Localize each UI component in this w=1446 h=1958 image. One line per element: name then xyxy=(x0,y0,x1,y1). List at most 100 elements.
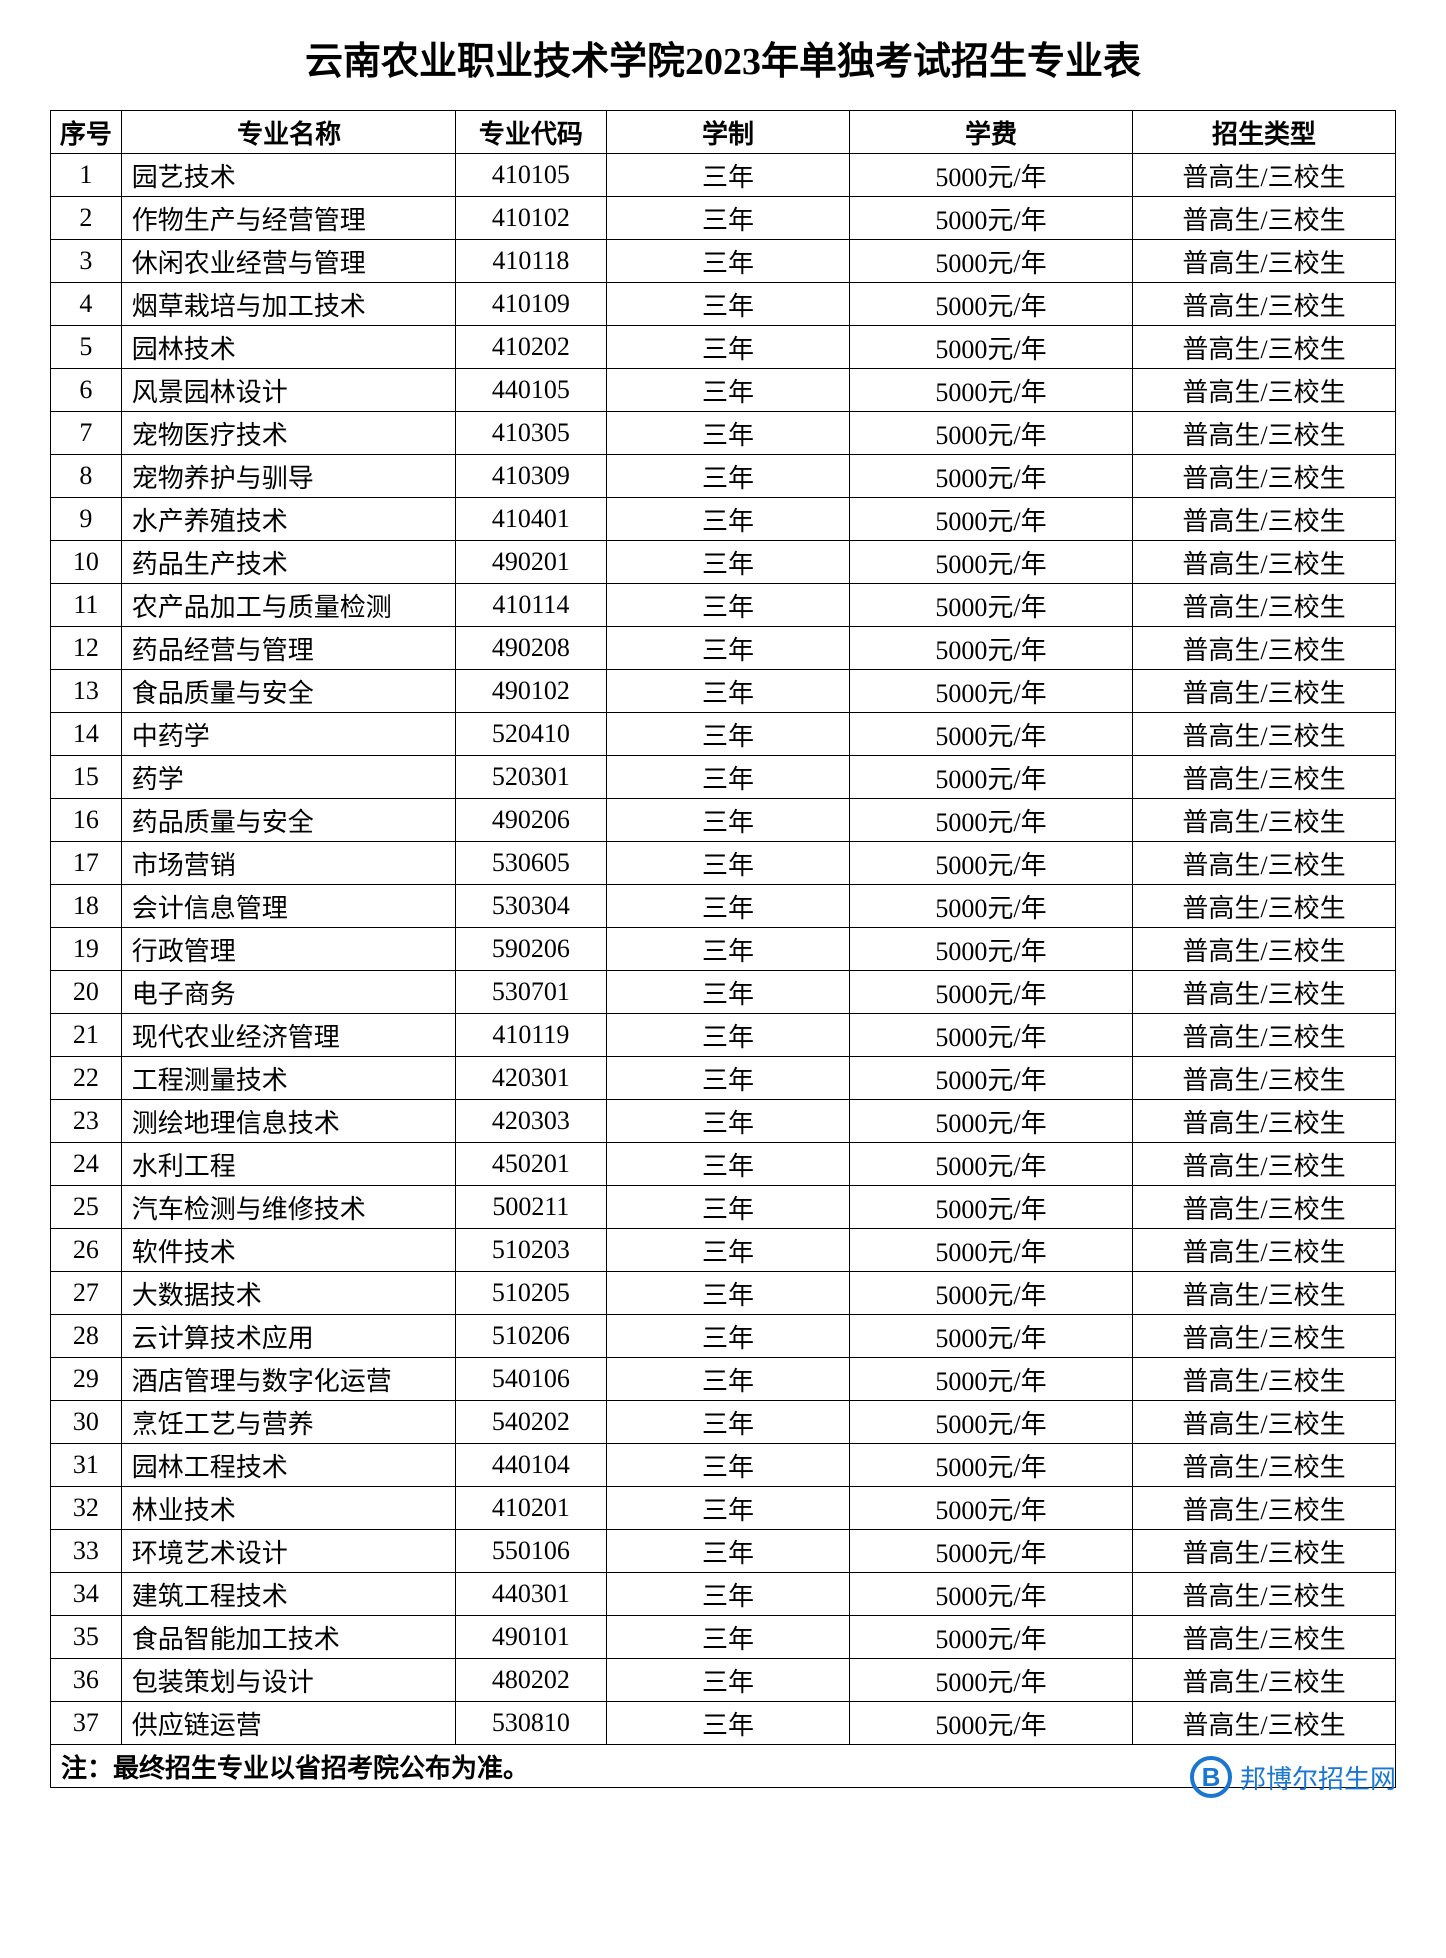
table-row: 15药学520301三年5000元/年普高生/三校生 xyxy=(51,756,1396,799)
table-row: 19行政管理590206三年5000元/年普高生/三校生 xyxy=(51,928,1396,971)
table-cell: 水利工程 xyxy=(121,1143,455,1186)
table-cell: 5000元/年 xyxy=(849,1100,1132,1143)
table-cell: 普高生/三校生 xyxy=(1133,1401,1396,1444)
table-cell: 490102 xyxy=(455,670,607,713)
table-row: 3休闲农业经营与管理410118三年5000元/年普高生/三校生 xyxy=(51,240,1396,283)
table-cell: 5000元/年 xyxy=(849,1272,1132,1315)
table-cell: 440105 xyxy=(455,369,607,412)
table-cell: 32 xyxy=(51,1487,122,1530)
table-cell: 7 xyxy=(51,412,122,455)
table-header-cell: 招生类型 xyxy=(1133,111,1396,154)
table-cell: 三年 xyxy=(607,842,850,885)
table-cell: 5000元/年 xyxy=(849,1315,1132,1358)
table-cell: 17 xyxy=(51,842,122,885)
table-cell: 5000元/年 xyxy=(849,1229,1132,1272)
table-cell: 普高生/三校生 xyxy=(1133,584,1396,627)
table-cell: 普高生/三校生 xyxy=(1133,1229,1396,1272)
table-cell: 三年 xyxy=(607,1616,850,1659)
table-cell: 5000元/年 xyxy=(849,197,1132,240)
table-cell: 410202 xyxy=(455,326,607,369)
table-cell: 37 xyxy=(51,1702,122,1745)
table-cell: 酒店管理与数字化运营 xyxy=(121,1358,455,1401)
table-row: 22工程测量技术420301三年5000元/年普高生/三校生 xyxy=(51,1057,1396,1100)
table-cell: 普高生/三校生 xyxy=(1133,412,1396,455)
table-cell: 5000元/年 xyxy=(849,455,1132,498)
table-cell: 33 xyxy=(51,1530,122,1573)
table-cell: 普高生/三校生 xyxy=(1133,971,1396,1014)
table-cell: 5000元/年 xyxy=(849,1014,1132,1057)
table-cell: 490206 xyxy=(455,799,607,842)
table-cell: 510206 xyxy=(455,1315,607,1358)
table-cell: 490208 xyxy=(455,627,607,670)
table-header-row: 序号专业名称专业代码学制学费招生类型 xyxy=(51,111,1396,154)
table-cell: 三年 xyxy=(607,412,850,455)
majors-table: 序号专业名称专业代码学制学费招生类型 1园艺技术410105三年5000元/年普… xyxy=(50,110,1396,1788)
table-cell: 药学 xyxy=(121,756,455,799)
table-cell: 大数据技术 xyxy=(121,1272,455,1315)
table-row: 23测绘地理信息技术420303三年5000元/年普高生/三校生 xyxy=(51,1100,1396,1143)
table-cell: 490101 xyxy=(455,1616,607,1659)
table-row: 1园艺技术410105三年5000元/年普高生/三校生 xyxy=(51,154,1396,197)
table-cell: 5000元/年 xyxy=(849,1444,1132,1487)
table-cell: 普高生/三校生 xyxy=(1133,154,1396,197)
table-cell: 410114 xyxy=(455,584,607,627)
table-cell: 水产养殖技术 xyxy=(121,498,455,541)
table-cell: 16 xyxy=(51,799,122,842)
table-cell: 三年 xyxy=(607,326,850,369)
table-cell: 三年 xyxy=(607,1014,850,1057)
table-cell: 三年 xyxy=(607,1444,850,1487)
table-cell: 三年 xyxy=(607,928,850,971)
table-cell: 510203 xyxy=(455,1229,607,1272)
table-header-cell: 序号 xyxy=(51,111,122,154)
table-cell: 环境艺术设计 xyxy=(121,1530,455,1573)
table-cell: 中药学 xyxy=(121,713,455,756)
table-cell: 8 xyxy=(51,455,122,498)
table-row: 30烹饪工艺与营养540202三年5000元/年普高生/三校生 xyxy=(51,1401,1396,1444)
table-row: 10药品生产技术490201三年5000元/年普高生/三校生 xyxy=(51,541,1396,584)
table-cell: 三年 xyxy=(607,756,850,799)
table-cell: 三年 xyxy=(607,971,850,1014)
table-cell: 5000元/年 xyxy=(849,283,1132,326)
table-cell: 三年 xyxy=(607,713,850,756)
table-cell: 三年 xyxy=(607,197,850,240)
table-cell: 5000元/年 xyxy=(849,799,1132,842)
table-cell: 三年 xyxy=(607,1057,850,1100)
table-cell: 5000元/年 xyxy=(849,1143,1132,1186)
table-cell: 三年 xyxy=(607,1100,850,1143)
table-cell: 普高生/三校生 xyxy=(1133,1057,1396,1100)
table-cell: 三年 xyxy=(607,1186,850,1229)
table-row: 35食品智能加工技术490101三年5000元/年普高生/三校生 xyxy=(51,1616,1396,1659)
table-cell: 烹饪工艺与营养 xyxy=(121,1401,455,1444)
table-cell: 410119 xyxy=(455,1014,607,1057)
table-cell: 普高生/三校生 xyxy=(1133,541,1396,584)
table-row: 17市场营销530605三年5000元/年普高生/三校生 xyxy=(51,842,1396,885)
table-cell: 5000元/年 xyxy=(849,1487,1132,1530)
table-cell: 9 xyxy=(51,498,122,541)
table-row: 37供应链运营530810三年5000元/年普高生/三校生 xyxy=(51,1702,1396,1745)
table-cell: 现代农业经济管理 xyxy=(121,1014,455,1057)
table-cell: 三年 xyxy=(607,584,850,627)
table-row: 9水产养殖技术410401三年5000元/年普高生/三校生 xyxy=(51,498,1396,541)
table-cell: 软件技术 xyxy=(121,1229,455,1272)
table-cell: 530605 xyxy=(455,842,607,885)
table-cell: 普高生/三校生 xyxy=(1133,1315,1396,1358)
table-cell: 530810 xyxy=(455,1702,607,1745)
table-cell: 4 xyxy=(51,283,122,326)
table-cell: 510205 xyxy=(455,1272,607,1315)
page-title: 云南农业职业技术学院2023年单独考试招生专业表 xyxy=(50,30,1396,85)
table-cell: 休闲农业经营与管理 xyxy=(121,240,455,283)
table-cell: 三年 xyxy=(607,1702,850,1745)
table-cell: 云计算技术应用 xyxy=(121,1315,455,1358)
table-row: 24水利工程450201三年5000元/年普高生/三校生 xyxy=(51,1143,1396,1186)
table-cell: 540202 xyxy=(455,1401,607,1444)
table-cell: 供应链运营 xyxy=(121,1702,455,1745)
table-row: 20电子商务530701三年5000元/年普高生/三校生 xyxy=(51,971,1396,1014)
table-cell: 普高生/三校生 xyxy=(1133,1573,1396,1616)
table-cell: 5000元/年 xyxy=(849,154,1132,197)
table-cell: 5000元/年 xyxy=(849,1702,1132,1745)
table-cell: 建筑工程技术 xyxy=(121,1573,455,1616)
table-cell: 三年 xyxy=(607,455,850,498)
table-cell: 普高生/三校生 xyxy=(1133,1272,1396,1315)
table-cell: 5000元/年 xyxy=(849,541,1132,584)
table-cell: 药品生产技术 xyxy=(121,541,455,584)
